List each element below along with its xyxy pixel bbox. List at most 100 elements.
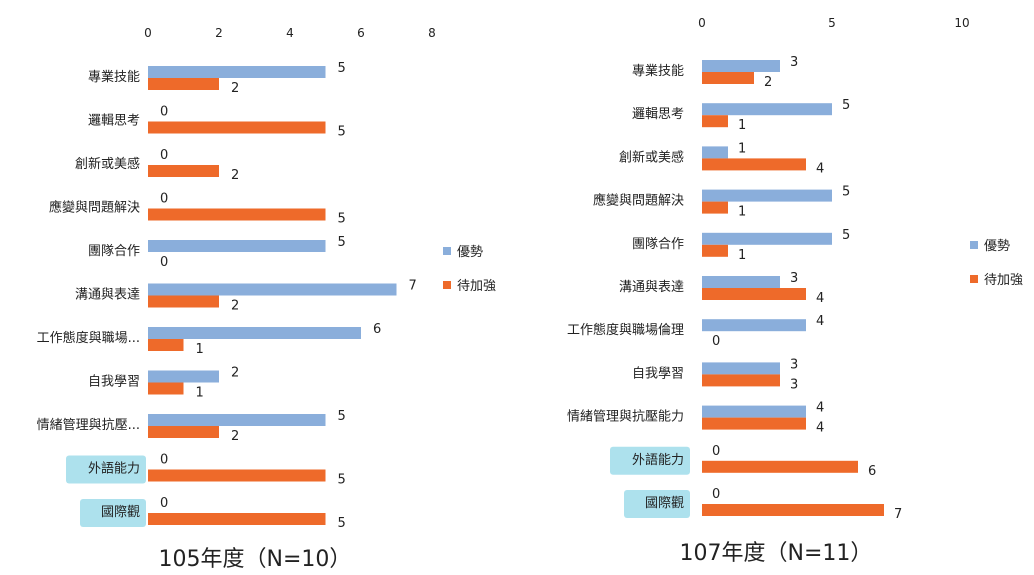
value-label-improve: 3: [790, 377, 798, 392]
value-label-advantage: 4: [816, 314, 824, 329]
bar-improve: [148, 295, 219, 308]
bar-advantage: [702, 189, 832, 202]
value-label-improve: 0: [712, 334, 720, 349]
x-tick-label: 2: [215, 26, 223, 40]
legend-label: 待加強: [984, 273, 1023, 288]
bar-advantage: [702, 146, 728, 159]
value-label-improve: 5: [338, 125, 346, 140]
bar-advantage: [702, 276, 780, 288]
bar-advantage: [148, 66, 326, 78]
bar-improve: [148, 513, 326, 525]
bar-advantage: [702, 362, 780, 375]
category-highlight: [624, 490, 690, 518]
value-label-improve: 5: [338, 516, 346, 531]
bar-advantage: [148, 283, 397, 296]
category-highlight: [66, 455, 146, 484]
value-label-advantage: 2: [231, 366, 239, 381]
bar-improve: [148, 382, 184, 395]
x-tick-label: 0: [698, 16, 706, 30]
value-label-improve: 5: [338, 473, 346, 488]
category-label: 團隊合作: [632, 236, 684, 252]
value-label-advantage: 3: [790, 55, 798, 70]
category-label: 工作態度與職場...: [37, 330, 140, 346]
bar-advantage: [702, 319, 806, 332]
bar-advantage: [702, 405, 806, 418]
legend-label: 優勢: [457, 245, 483, 260]
category-label: 國際觀: [101, 505, 140, 520]
value-label-advantage: 0: [712, 444, 720, 459]
value-label-improve: 4: [816, 291, 824, 306]
chart-1: 0 2 4 6 8 專業技能 5 2 邏輯思考 0 5 創新或美感 0 2 應變與問題解決 0 5 團隊合作 5 0 溝…: [37, 26, 496, 572]
value-label-advantage: 5: [842, 228, 850, 243]
value-label-advantage: 5: [842, 98, 850, 113]
category-label: 溝通與表達: [75, 288, 140, 303]
bar-advantage: [702, 103, 832, 116]
bar-improve: [148, 121, 326, 134]
value-label-advantage: 5: [842, 185, 850, 200]
value-label-advantage: 0: [160, 105, 168, 120]
value-label-improve: 4: [816, 421, 824, 436]
category-label: 邏輯思考: [88, 114, 140, 129]
bar-advantage: [148, 370, 219, 383]
value-label-improve: 1: [738, 205, 746, 220]
value-label-advantage: 7: [409, 279, 417, 294]
value-label-advantage: 0: [160, 192, 168, 207]
category-label: 情緒管理與抗壓能力: [567, 410, 684, 425]
category-label: 專業技能: [632, 63, 684, 79]
legend-label: 待加強: [457, 279, 496, 294]
bar-advantage: [702, 232, 832, 245]
value-label-advantage: 0: [160, 148, 168, 163]
value-label-advantage: 3: [790, 357, 798, 372]
chart-caption: 105年度（N=10）: [159, 547, 352, 572]
value-label-advantage: 1: [738, 141, 746, 156]
value-label-improve: 4: [816, 161, 824, 176]
bar-advantage: [148, 327, 361, 339]
bar-improve: [148, 208, 326, 221]
value-label-advantage: 0: [160, 496, 168, 511]
value-label-advantage: 5: [338, 235, 346, 250]
category-label: 國際觀: [645, 496, 684, 511]
bar-advantage: [702, 60, 780, 72]
bar-advantage: [148, 240, 326, 252]
category-label: 外語能力: [632, 452, 684, 468]
category-label: 創新或美感: [75, 156, 140, 172]
value-label-advantage: 5: [338, 61, 346, 76]
value-label-advantage: 0: [712, 487, 720, 502]
category-label: 溝通與表達: [619, 280, 684, 295]
category-label: 專業技能: [88, 69, 140, 85]
legend-label: 優勢: [984, 239, 1010, 254]
category-label: 工作態度與職場倫理: [567, 322, 684, 338]
value-label-improve: 2: [231, 81, 239, 96]
category-highlight: [610, 446, 690, 475]
x-tick-label: 10: [954, 16, 969, 30]
category-label: 情緒管理與抗壓...: [37, 418, 140, 433]
legend-swatch: [443, 281, 451, 289]
bar-improve: [702, 201, 728, 214]
bar-improve: [702, 288, 806, 300]
category-label: 團隊合作: [88, 243, 140, 259]
x-tick-label: 0: [144, 26, 152, 40]
value-label-improve: 2: [231, 429, 239, 444]
value-label-improve: 2: [231, 299, 239, 314]
bar-improve: [702, 374, 780, 387]
value-label-improve: 1: [738, 118, 746, 133]
chart-2: 0 5 10 專業技能 3 2 邏輯思考 5 1 創新或美感 1 4 應變與問題解決 5 1 團隊合作 5 1 溝通…: [567, 16, 1023, 566]
bar-improve: [702, 504, 884, 516]
x-tick-label: 8: [428, 26, 436, 40]
bar-improve: [148, 78, 219, 90]
value-label-improve: 5: [338, 212, 346, 227]
value-label-improve: 1: [738, 248, 746, 263]
value-label-improve: 2: [231, 168, 239, 183]
category-label: 自我學習: [632, 366, 684, 381]
value-label-advantage: 5: [338, 409, 346, 424]
value-label-improve: 1: [196, 342, 204, 357]
bar-improve: [702, 417, 806, 430]
x-tick-label: 5: [828, 16, 836, 30]
category-label: 自我學習: [88, 375, 140, 390]
x-tick-label: 4: [286, 26, 294, 40]
legend-swatch: [970, 275, 978, 283]
category-label: 創新或美感: [619, 149, 684, 165]
value-label-advantage: 4: [816, 401, 824, 416]
bar-improve: [148, 426, 219, 438]
